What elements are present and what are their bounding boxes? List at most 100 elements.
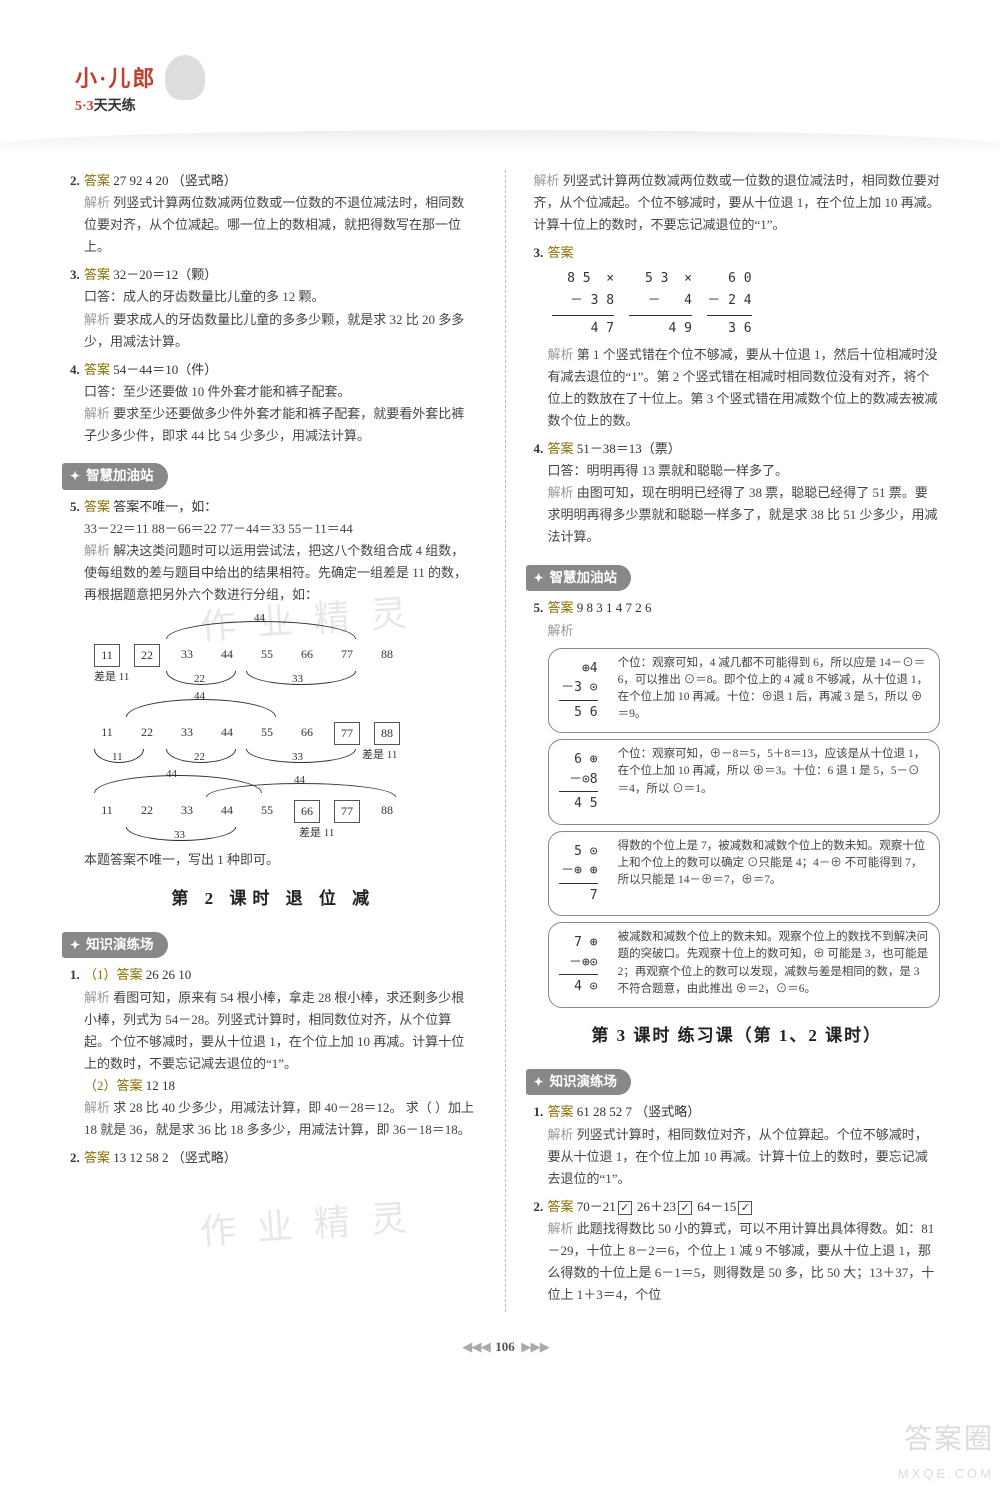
diag-num: 22 [134,644,160,666]
page-number-value: 106 [495,1339,515,1354]
diag-num: 11 [94,644,120,666]
sec3-question-1: 1. 答案 61 28 52 7 （竖式略） 解析 列竖式计算时，相同数位对齐，… [534,1101,941,1189]
question-2: 2. 答案 27 92 4 20 （竖式略） 解析 列竖式计算两位数减两位数或一… [70,170,477,258]
q-num: 5. [534,597,544,619]
diag-num: 55 [254,722,280,744]
answer-label: （1）答案 [84,967,143,982]
answer-label: 答案 [84,267,110,282]
brand-text: 小 [75,66,99,91]
watermark: 答案圈 MXQE.COM [898,1415,994,1485]
columns: 2. 答案 27 92 4 20 （竖式略） 解析 列竖式计算两位数减两位数或一… [70,170,940,1312]
vc-row: 5 6 [559,703,598,723]
expl-label: 解析 [84,195,110,210]
answer-label: 答案 [84,1150,110,1165]
diag-num: 88 [374,644,400,666]
callout-1: ⊕4 －3 ⊙ 5 6 个位：观察可知，4 减几都不可能得到 6，所以应是 14… [548,648,941,734]
callout-text: 个位：观察可知，⊕－8＝5，5＋8＝13，应该是从十位退 1，在个位上加 10 … [618,746,929,798]
tail-text: 本题答案不唯一，写出 1 种即可。 [84,849,477,871]
watermark-line1: 答案圈 [898,1415,994,1463]
expl-label: 解析 [548,485,574,500]
vc-row: － 4 [629,290,692,312]
col-right: 解析 列竖式计算两位数减两位数或一位数的退位减法时，相同数位要对齐，从个位减起。… [534,170,941,1312]
vc-row: －3 ⊙ [559,678,598,698]
diag-label: 44 [166,765,177,784]
vc-line [552,315,615,316]
expl-text: 列竖式计算两位数减两位数或一位数的退位减法时，相同数位要对齐，从个位减起。个位不… [534,173,940,232]
page-number: ◀ ◀ ◀ 106 ▶ ▶ ▶ [70,1336,940,1358]
q-num: 1. [534,1101,544,1123]
question-5: 5. 答案 答案不唯一，如： 33－22＝11 88－66＝22 77－44＝3… [70,496,477,871]
diag-num: 44 [214,800,240,822]
callout-text: 被减数和减数个位上的数未知。观察个位上的数找不到解决问题的突破口。先观察十位上的… [618,929,929,998]
q-num: 4. [70,359,80,381]
diag-label: 33 [292,670,303,689]
diag-label: 差是 11 [299,824,334,843]
banner-wisdom: 智慧加油站 [62,463,168,490]
diag-label: 22 [194,748,205,767]
expl-label: 解析 [548,1127,574,1142]
vc: 6 ⊕ －⊙8 4 5 [559,750,598,814]
vc-row: 7 [559,886,598,906]
diag-num: 66 [294,722,320,744]
vc-row: 4 5 [559,794,598,814]
answer-text: 12 18 [146,1078,175,1093]
ans-part: 26＋23 [637,1199,676,1214]
diag-num: 22 [134,722,160,744]
brand-dot: · [99,66,108,91]
expl-label: 解析 [548,1221,574,1236]
vc-row: － 3 8 [552,290,615,312]
sec2-question-2: 2. 答案 13 12 58 2 （竖式略） [70,1147,477,1169]
vc-line [559,974,598,975]
lesson-2-title: 第 2 课时 退 位 减 [70,885,477,914]
vc-row: 5 ⊙ [559,842,598,862]
diag-num: 66 [294,644,320,666]
diag-label: 差是 11 [362,746,397,765]
question-3: 3. 答案 32－20＝12（颗） 口答：成人的牙齿数量比儿童的多 12 颗。 … [70,264,477,352]
vc-row: －⊕ ⊕ [559,861,598,881]
tri-left-icon: ◀ ◀ ◀ [462,1339,489,1354]
vc-row: －⊕⊙ [559,953,598,973]
vc-line [629,315,692,316]
expl-text: 解决这类问题时可以运用尝试法，把这八个数组合成 4 组数，使每组数的差与题目中给… [84,543,467,602]
callout-2: 6 ⊕ －⊙8 4 5 个位：观察可知，⊕－8＝5，5＋8＝13，应该是从十位退… [548,739,941,825]
q-num: 2. [70,170,80,192]
col-left: 2. 答案 27 92 4 20 （竖式略） 解析 列竖式计算两位数减两位数或一… [70,170,477,1312]
expl-label: 解析 [84,990,110,1005]
answer-label: 答案 [548,441,574,456]
grouping-diagram-3: 44 44 11 22 33 44 55 66 77 88 33 差是 11 [94,771,477,841]
diag-label: 11 [112,748,123,767]
diag-num: 33 [174,644,200,666]
expl-label: 解析 [84,1100,110,1115]
kou-text: 口答：成人的牙齿数量比儿童的多 12 颗。 [84,289,325,304]
expl-text: 由图可知，现在明明已经得了 38 票，聪聪已经得了 51 票。要求明明再得多少票… [548,485,938,544]
expl-label: 解析 [84,312,110,327]
diag-label: 33 [174,826,185,845]
vert-calc-1: 8 5 × － 3 8 4 7 [552,268,615,339]
answer-label: 答案 [548,1199,574,1214]
diag-num: 88 [374,800,400,822]
right-question-5: 5. 答案 9 8 3 1 4 7 2 6 解析 ⊕4 －3 ⊙ 5 6 个位：… [534,597,941,1007]
diag-nums: 11 22 33 44 55 66 77 88 [94,644,477,666]
answer-text: 9 8 3 1 4 7 2 6 [577,600,652,615]
answer-label: 答案 [548,245,574,260]
vc-row: 5 3 × [629,268,692,290]
banner-practice: 知识演练场 [62,932,168,959]
diag-nums: 11 22 33 44 55 66 77 88 [94,800,477,822]
answer-text: 61 28 52 7 （竖式略） [577,1104,701,1119]
diag-num: 88 [374,722,400,744]
vc-row: ⊕4 [559,659,598,679]
ans-part: 70－21 [577,1199,616,1214]
diag-num: 55 [254,800,280,822]
vc-row: －⊙8 [559,770,598,790]
vc: 7 ⊕ －⊕⊙ 4 ⊙ [559,933,598,997]
vert-calc-3: 6 0 － 2 4 3 6 [707,268,751,339]
vc-row: 4 ⊙ [559,977,598,997]
answer-text: 51－38＝13（票） [577,441,681,456]
q-num: 2. [534,1196,544,1218]
grouping-diagram-1: 44 11 22 33 44 55 66 77 88 差是 11 22 [94,615,477,685]
vc-row: 4 7 [552,318,615,340]
answer-label: （2）答案 [84,1078,143,1093]
page: 小·儿郎 5·3天天练 作 业 精 灵 作 业 精 灵 2. 答案 27 92 … [0,0,1000,1491]
watermark-line2: MXQE.COM [898,1463,994,1485]
brand-text: 儿郎 [108,66,156,91]
